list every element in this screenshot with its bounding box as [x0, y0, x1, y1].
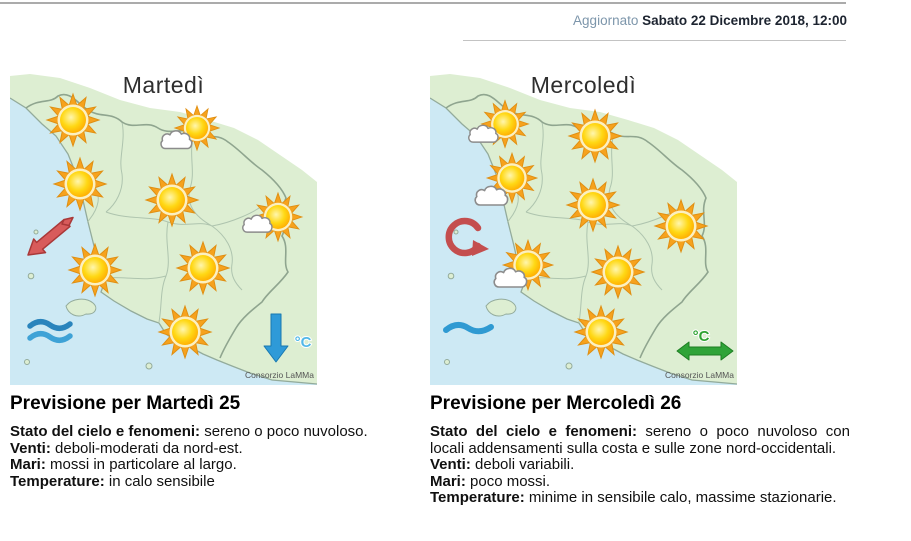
forecast-line-sky: Stato del cielo e fenomeni: sereno o poc…	[10, 423, 424, 441]
temperature-falling-arrow-icon	[263, 313, 289, 363]
forecast-line-seas: Mari: poco mossi.	[430, 472, 850, 491]
line-text: minime in sensibile calo, massime stazio…	[528, 489, 837, 506]
cloud-icon	[493, 267, 528, 288]
forecast-line-sky: Stato del cielo e fenomeni: sereno o poc…	[430, 423, 850, 457]
line-label: Temperature:	[10, 472, 105, 490]
line-label: Venti:	[430, 456, 471, 473]
top-divider	[0, 2, 846, 4]
cloud-icon	[160, 130, 193, 150]
forecast-heading-martedi: Previsione per Martedì 25	[10, 393, 241, 414]
wind-from-northeast-arrow-icon	[27, 216, 74, 256]
line-text: deboli-moderati da nord-est.	[55, 439, 243, 457]
wind-variable-circular-arrow-icon	[445, 217, 489, 257]
rough-sea-waves-icon	[27, 319, 73, 343]
tuscany-map-mercoledi: °C	[430, 73, 737, 385]
forecast-map-martedi: °C Martedì Consorzio LaMMa	[10, 70, 317, 385]
temperature-stationary-arrow-icon	[676, 341, 734, 361]
forecast-body-martedi: Stato del cielo e fenomeni: sereno o poc…	[10, 423, 424, 491]
map-title-martedi: Martedì	[122, 72, 205, 98]
forecast-heading-mercoledi: Previsione per Mercoledì 26	[430, 393, 682, 414]
line-label: Mari:	[10, 456, 46, 473]
line-text: sereno o poco nuvoloso.	[204, 423, 368, 440]
cloud-icon	[242, 214, 273, 233]
line-label: Stato del cielo e fenomeni:	[10, 423, 201, 440]
forecast-line-seas: Mari: mossi in particolare al largo.	[10, 456, 424, 474]
line-text: poco mossi.	[470, 472, 551, 490]
forecast-line-temperatures: Temperature: minime in sensibile calo, m…	[430, 489, 850, 507]
map-credit: Consorzio LaMMa	[245, 370, 314, 380]
cloud-icon	[474, 185, 509, 206]
forecast-line-temperatures: Temperature: in calo sensibile	[10, 472, 424, 491]
line-label: Temperature:	[430, 489, 525, 506]
map-title-mercoledi: Mercoledì	[530, 72, 637, 98]
celsius-label: °C	[295, 334, 312, 351]
header-divider	[463, 40, 846, 41]
cloud-icon	[468, 124, 499, 143]
update-timestamp: Aggiornato Sabato 22 Dicembre 2018, 12:0…	[0, 13, 847, 28]
line-label: Mari:	[430, 472, 466, 490]
line-label: Venti:	[10, 439, 51, 457]
update-value: Sabato 22 Dicembre 2018, 12:00	[642, 13, 847, 28]
celsius-label: °C	[693, 328, 710, 345]
line-text: sereno o poco nuvoloso con locali addens…	[430, 423, 850, 457]
line-label: Stato del cielo e fenomeni:	[430, 423, 637, 440]
forecast-map-mercoledi: °C Mercoledì Consorzio LaMMa	[430, 70, 737, 385]
line-text: deboli variabili.	[475, 456, 575, 473]
calm-sea-wave-icon	[443, 322, 494, 335]
map-credit: Consorzio LaMMa	[665, 370, 734, 380]
tuscany-map-martedi: °C	[10, 73, 317, 385]
line-text: in calo sensibile	[108, 472, 215, 490]
forecast-line-winds: Venti: deboli-moderati da nord-est.	[10, 439, 424, 458]
forecast-line-winds: Venti: deboli variabili.	[430, 456, 850, 474]
line-text: mossi in particolare al largo.	[50, 456, 237, 473]
update-label: Aggiornato	[573, 13, 639, 28]
forecast-body-mercoledi: Stato del cielo e fenomeni: sereno o poc…	[430, 423, 850, 507]
